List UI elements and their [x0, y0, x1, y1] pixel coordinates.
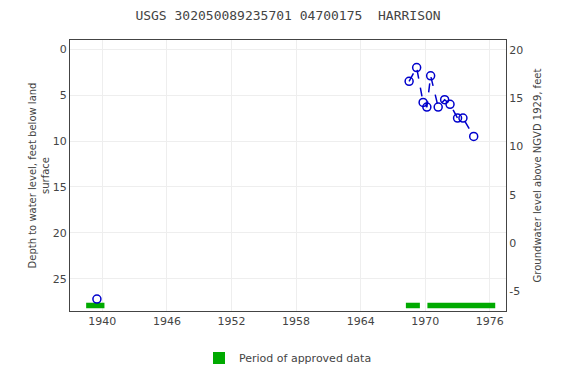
- svg-text:5: 5: [60, 89, 67, 102]
- svg-text:1976: 1976: [476, 315, 504, 328]
- svg-text:20: 20: [509, 44, 523, 57]
- svg-text:15: 15: [509, 92, 523, 105]
- svg-text:-5: -5: [509, 285, 520, 298]
- svg-text:20: 20: [53, 227, 67, 240]
- svg-text:0: 0: [509, 237, 516, 250]
- svg-text:USGS 302050089235701 04700175: USGS 302050089235701 04700175 HARRISON: [135, 8, 440, 23]
- svg-text:1970: 1970: [411, 315, 439, 328]
- svg-text:1964: 1964: [347, 315, 375, 328]
- svg-text:0: 0: [60, 43, 67, 56]
- svg-text:15: 15: [53, 181, 67, 194]
- svg-text:25: 25: [53, 273, 67, 286]
- svg-text:1946: 1946: [153, 315, 181, 328]
- svg-text:10: 10: [509, 140, 523, 153]
- svg-text:Groundwater level above NGVD 1: Groundwater level above NGVD 1929, feet: [532, 69, 543, 283]
- svg-text:10: 10: [53, 135, 67, 148]
- svg-text:5: 5: [509, 189, 516, 202]
- svg-text:1958: 1958: [282, 315, 310, 328]
- svg-text:Depth to water level, feet bel: Depth to water level, feet below landsur…: [27, 83, 51, 269]
- svg-text:1940: 1940: [88, 315, 116, 328]
- svg-text:1952: 1952: [217, 315, 245, 328]
- svg-text:Period of approved data: Period of approved data: [239, 352, 371, 365]
